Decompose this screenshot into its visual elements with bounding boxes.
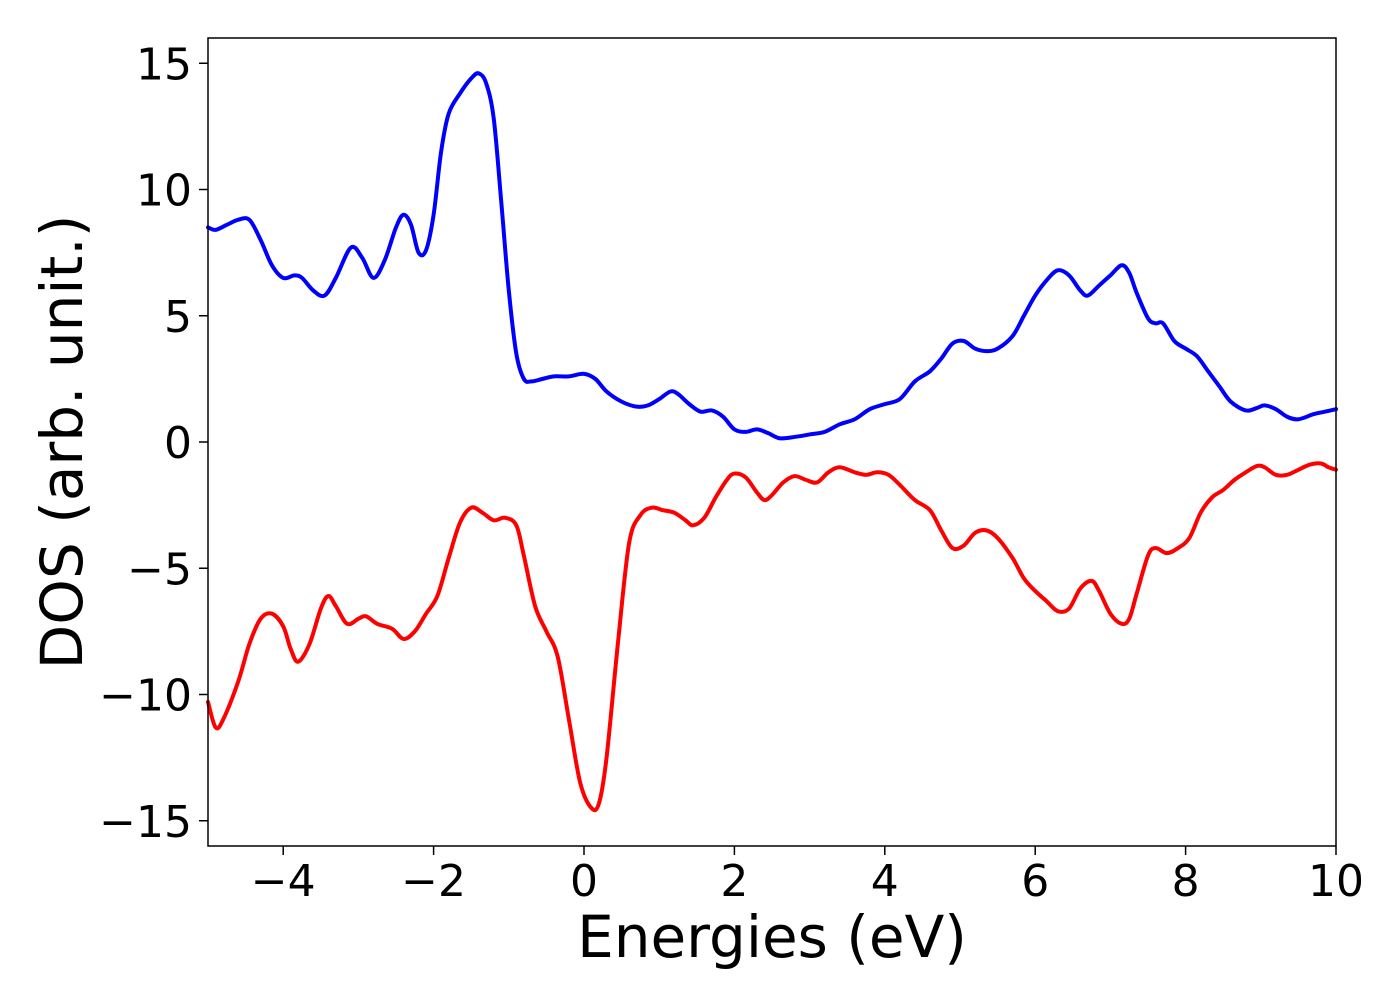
series-line-red bbox=[206, 461, 1338, 813]
y-axis-label: DOS (arb. unit.) bbox=[28, 215, 96, 670]
x-tick-label: 10 bbox=[1308, 856, 1364, 907]
y-tick-label: 10 bbox=[136, 166, 192, 217]
x-tick-label: 2 bbox=[720, 856, 748, 907]
x-tick-label: 6 bbox=[1021, 856, 1049, 907]
y-tick-label: 5 bbox=[164, 292, 192, 343]
plot-frame bbox=[207, 37, 1337, 847]
x-tick-label: 4 bbox=[871, 856, 899, 907]
series-layer bbox=[206, 71, 1338, 813]
x-tick-label: −2 bbox=[401, 856, 466, 907]
x-tick-label: 8 bbox=[1172, 856, 1200, 907]
x-tick-label: −4 bbox=[251, 856, 316, 907]
x-axis-ticks: −4 −2 0 2 4 6 8 10 bbox=[251, 846, 1364, 907]
y-axis-ticks: −15 −10 −5 0 5 10 15 bbox=[99, 39, 208, 848]
x-tick-label: 0 bbox=[570, 856, 598, 907]
y-tick-label: 15 bbox=[136, 39, 192, 90]
y-tick-label: 0 bbox=[164, 418, 192, 469]
x-axis-label: Energies (eV) bbox=[577, 903, 967, 971]
y-tick-label: −5 bbox=[127, 544, 192, 595]
y-tick-label: −15 bbox=[99, 797, 192, 848]
y-tick-label: −10 bbox=[99, 671, 192, 722]
series-line-blue bbox=[206, 71, 1338, 441]
